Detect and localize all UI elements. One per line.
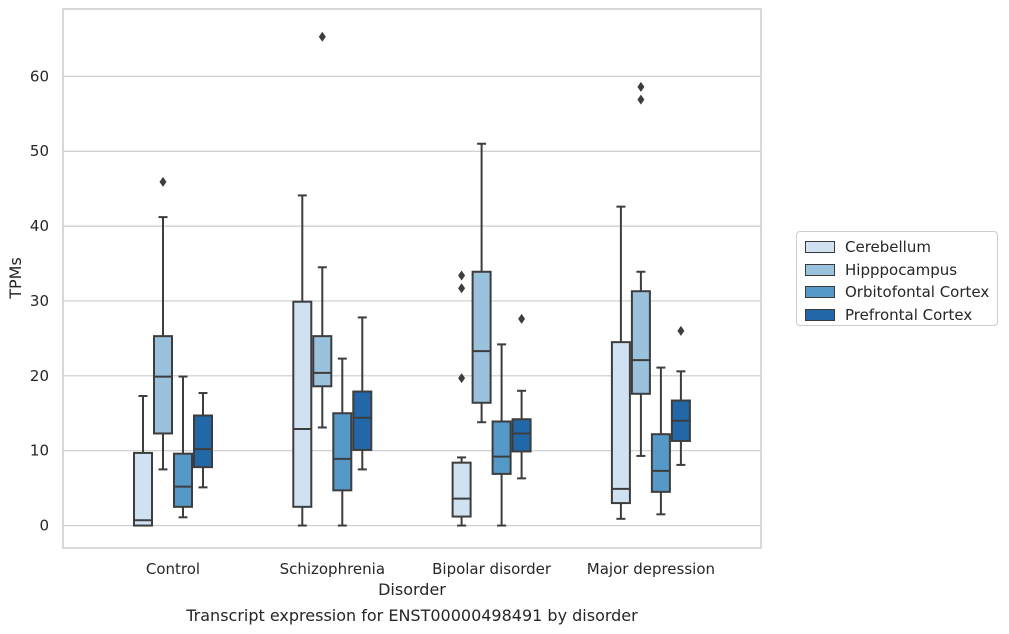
legend-label-cerebellum: Cerebellum	[845, 238, 931, 257]
legend-label-hippocampus: Hipppocampus	[845, 260, 958, 279]
box-iqr	[610, 341, 631, 505]
box-prefrontal-cortex-bipolar-disorder	[511, 313, 532, 480]
box-iqr	[650, 433, 671, 493]
box-iqr	[352, 390, 373, 451]
legend-item-cerebellum: Cerebellum	[805, 236, 997, 259]
y-axis-label: TPMs	[6, 257, 25, 300]
box-iqr	[133, 451, 153, 527]
y-tick-label-40: 40	[30, 217, 49, 235]
outlier-point	[637, 94, 645, 105]
boxes	[133, 31, 691, 527]
box-iqr	[451, 461, 472, 518]
x-axis-label: Disorder	[378, 580, 446, 599]
box-iqr	[153, 335, 173, 435]
x-tick-label-schizophrenia: Schizophrenia	[280, 560, 385, 578]
chart-caption: Transcript expression for ENST0000049849…	[186, 606, 638, 625]
y-axis-ticks: 0 10 20 30 40 50 60	[30, 67, 49, 534]
box-iqr	[292, 300, 313, 508]
y-tick-label-20: 20	[30, 367, 49, 385]
plot-area	[62, 8, 762, 549]
outlier-point	[637, 81, 645, 92]
box-iqr	[491, 420, 512, 475]
box-cerebellum-major-depression	[610, 205, 631, 520]
legend: Cerebellum Hipppocampus Orbitofontal Cor…	[796, 231, 998, 326]
box-iqr	[511, 418, 532, 453]
legend-label-orbitofrontal: Orbitofontal Cortex	[845, 283, 990, 302]
outlier-point	[458, 283, 466, 294]
y-tick-label-0: 0	[39, 517, 49, 535]
box-prefrontal-cortex-major-depression	[670, 325, 691, 466]
box-cerebellum-control	[133, 395, 153, 527]
y-tick-label-50: 50	[30, 142, 49, 160]
legend-swatch-hippocampus	[805, 263, 835, 276]
outlier-point	[318, 31, 326, 42]
legend-swatch-orbitofrontal	[805, 286, 835, 299]
box-cerebellum-schizophrenia	[292, 194, 313, 527]
box-orbitofontal-cortex-major-depression	[650, 366, 671, 516]
box-iqr	[471, 270, 492, 404]
box-orbitofontal-cortex-control	[173, 375, 193, 519]
box-iqr	[332, 412, 353, 492]
box-orbitofontal-cortex-bipolar-disorder	[491, 343, 512, 527]
box-prefrontal-cortex-schizophrenia	[352, 316, 373, 471]
outlier-point	[458, 270, 466, 281]
x-tick-label-bipolar-disorder: Bipolar disorder	[432, 560, 552, 578]
box-hipppocampus-control	[153, 176, 173, 471]
x-axis-ticks: Control Schizophrenia Bipolar disorder Majo…	[146, 560, 715, 578]
box-iqr	[193, 414, 213, 469]
legend-label-prefrontal: Prefrontal Cortex	[845, 305, 973, 324]
box-orbitofontal-cortex-schizophrenia	[332, 357, 353, 527]
box-iqr	[630, 290, 651, 395]
legend-swatch-prefrontal	[805, 308, 835, 321]
legend-item-orbitofrontal: Orbitofontal Cortex	[805, 281, 997, 304]
outlier-point	[677, 325, 685, 336]
x-tick-label-major-depression: Major depression	[587, 560, 715, 578]
y-tick-label-30: 30	[30, 292, 49, 310]
box-hipppocampus-major-depression	[630, 81, 651, 457]
legend-swatch-cerebellum	[805, 241, 835, 254]
box-hipppocampus-bipolar-disorder	[471, 142, 492, 424]
outlier-point	[458, 373, 466, 384]
legend-item-hippocampus: Hipppocampus	[805, 259, 997, 282]
box-cerebellum-bipolar-disorder	[451, 270, 472, 527]
box-iqr	[312, 335, 333, 388]
box-prefrontal-cortex-control	[193, 392, 213, 489]
y-tick-label-10: 10	[30, 442, 49, 460]
box-iqr	[173, 452, 193, 508]
y-tick-label-60: 60	[30, 67, 49, 85]
outlier-point	[518, 313, 526, 324]
outlier-point	[159, 176, 167, 187]
legend-item-prefrontal: Prefrontal Cortex	[805, 304, 997, 327]
box-hipppocampus-schizophrenia	[312, 31, 333, 429]
x-tick-label-control: Control	[146, 560, 200, 578]
